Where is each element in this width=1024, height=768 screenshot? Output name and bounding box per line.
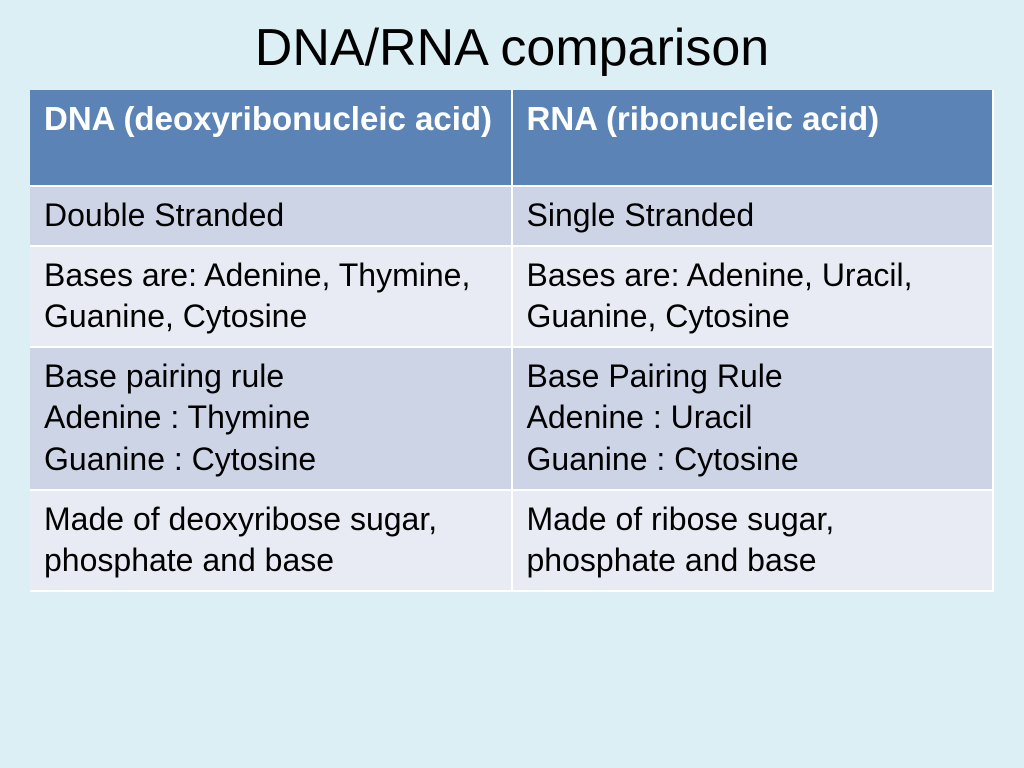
cell-text-line: Guanine : Cytosine [44,439,497,481]
cell-text-line: Base pairing rule [44,356,497,398]
table-header-row: DNA (deoxyribonucleic acid) RNA (ribonuc… [30,90,993,186]
table-row: Base pairing rule Adenine : Thymine Guan… [30,347,993,490]
cell-text-line: Base Pairing Rule [527,356,979,398]
slide: DNA/RNA comparison DNA (deoxyribonucleic… [0,0,1024,768]
comparison-table: DNA (deoxyribonucleic acid) RNA (ribonuc… [30,90,994,592]
cell-dna-pairing: Base pairing rule Adenine : Thymine Guan… [30,347,512,490]
table-row: Double Stranded Single Stranded [30,186,993,246]
cell-text-line: Adenine : Uracil [527,397,979,439]
cell-rna-strand: Single Stranded [512,186,994,246]
cell-rna-bases: Bases are: Adenine, Uracil, Guanine, Cyt… [512,246,994,347]
header-dna: DNA (deoxyribonucleic acid) [30,90,512,186]
cell-text-line: Adenine : Thymine [44,397,497,439]
cell-dna-strand: Double Stranded [30,186,512,246]
cell-rna-composition: Made of ribose sugar, phosphate and base [512,490,994,591]
table-row: Bases are: Adenine, Thymine, Guanine, Cy… [30,246,993,347]
cell-dna-composition: Made of deoxyribose sugar, phosphate and… [30,490,512,591]
slide-title: DNA/RNA comparison [30,18,994,78]
header-rna: RNA (ribonucleic acid) [512,90,994,186]
cell-dna-bases: Bases are: Adenine, Thymine, Guanine, Cy… [30,246,512,347]
cell-rna-pairing: Base Pairing Rule Adenine : Uracil Guani… [512,347,994,490]
table-row: Made of deoxyribose sugar, phosphate and… [30,490,993,591]
cell-text-line: Guanine : Cytosine [527,439,979,481]
